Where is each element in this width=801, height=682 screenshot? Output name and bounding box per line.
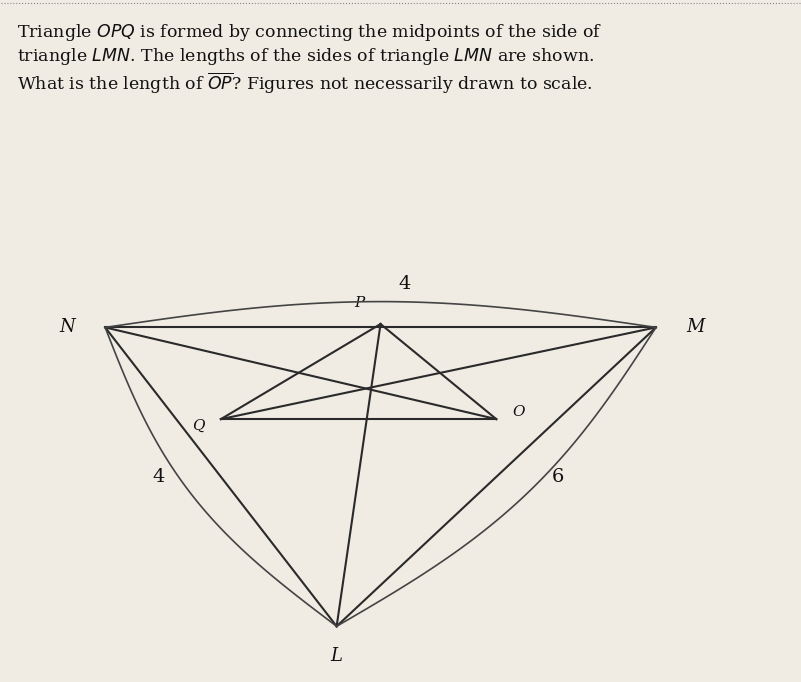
Text: M: M — [686, 318, 704, 336]
Text: Q: Q — [192, 419, 205, 433]
Text: L: L — [331, 647, 343, 665]
Text: Triangle $OPQ$ is formed by connecting the midpoints of the side of
triangle $LM: Triangle $OPQ$ is formed by connecting t… — [18, 22, 603, 96]
Text: P: P — [354, 297, 364, 310]
Text: 6: 6 — [552, 468, 565, 486]
Text: 4: 4 — [398, 276, 411, 293]
Text: O: O — [513, 405, 525, 419]
Text: 4: 4 — [153, 468, 165, 486]
Text: N: N — [59, 318, 75, 336]
